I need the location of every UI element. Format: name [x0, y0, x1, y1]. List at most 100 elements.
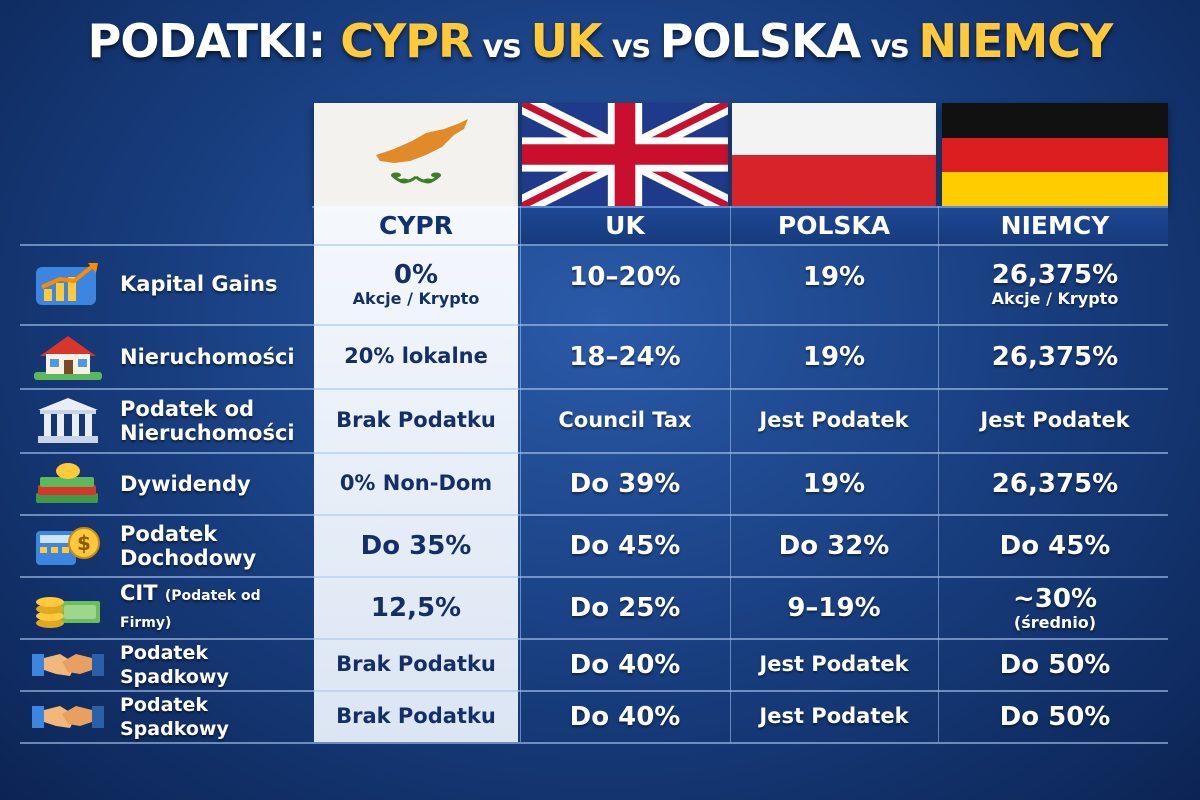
- cell-value: Do 32%: [778, 530, 890, 561]
- row-label-text: Podatek od Nieruchomości: [120, 397, 295, 445]
- cell-cypr-property-tax: Brak Podatku: [314, 390, 518, 452]
- row-divider: [20, 514, 1168, 516]
- cell-niemcy-dividends: 26,375%: [942, 454, 1168, 514]
- cell-value: 26,375%: [991, 259, 1119, 290]
- cyprus-flag-icon: [314, 103, 518, 206]
- cell-value: Jest Podatek: [980, 408, 1130, 433]
- row-label-text: Nieruchomości: [120, 345, 295, 369]
- row-divider: [20, 638, 1168, 640]
- cell-cypr-income-tax: Do 35%: [314, 516, 518, 576]
- row-label-text: Podatek Dochodowy: [120, 522, 257, 570]
- cell-polska-inheritance-tax: Jest Podatek: [732, 692, 936, 742]
- cell-value: 9–19%: [787, 592, 881, 623]
- cell-value: Do 50%: [999, 649, 1111, 680]
- row-divider: [20, 388, 1168, 390]
- cell-niemcy-capital-gains: 26,375% Akcje / Krypto: [942, 246, 1168, 322]
- title-vs: vs: [472, 27, 531, 65]
- cell-value: 19%: [802, 468, 866, 499]
- cell-cypr-dividends: 0% Non-Dom: [314, 454, 518, 514]
- cell-value: 20% lokalne: [344, 344, 488, 369]
- coins-cash-icon: [36, 597, 100, 628]
- cell-value: Do 25%: [569, 592, 681, 623]
- svg-text:$: $: [77, 531, 91, 555]
- cell-niemcy-real-estate: 26,375%: [942, 326, 1168, 388]
- cell-cypr-inheritance-tax: Brak Podatku: [314, 692, 518, 742]
- cell-polska-property-tax: Jest Podatek: [732, 390, 936, 452]
- row-label-inheritance-tax: Podatek Spadkowy: [30, 694, 310, 740]
- column-divider: [520, 206, 521, 742]
- title-part: POLSKA: [659, 14, 862, 68]
- house-icon: [34, 336, 102, 380]
- row-label-text: Dywidendy: [120, 472, 251, 496]
- title-part: UK: [530, 14, 603, 68]
- row-divider: [20, 452, 1168, 454]
- germany-flag-icon: [942, 103, 1168, 206]
- cell-value: 0% Non-Dom: [339, 471, 493, 496]
- cell-value: Brak Podatku: [336, 704, 496, 729]
- cell-polska-dividends: 19%: [732, 454, 936, 514]
- cell-polska-cit: 9–19%: [732, 578, 936, 638]
- cell-niemcy-inheritance-tax: Do 50%: [942, 640, 1168, 690]
- row-label-text: CIT: [120, 581, 158, 605]
- cell-value: Council Tax: [558, 408, 692, 433]
- cell-value: 19%: [802, 341, 866, 372]
- cell-cypr-capital-gains: 0% Akcje / Krypto: [314, 246, 518, 322]
- cell-cypr-real-estate: 20% lokalne: [314, 326, 518, 388]
- poland-flag-icon: [732, 103, 936, 206]
- uk-flag-icon: [522, 103, 728, 206]
- bank-building-icon: [38, 398, 98, 443]
- cell-value: 26,375%: [991, 341, 1119, 372]
- row-label-property-tax: Podatek od Nieruchomości: [30, 392, 310, 450]
- cell-uk-dividends: Do 39%: [522, 454, 728, 514]
- column-header-uk: UK: [605, 211, 645, 240]
- cell-niemcy-cit: ~30% (średnio): [942, 578, 1168, 638]
- cell-subtext: Akcje / Krypto: [991, 288, 1119, 308]
- column-divider: [730, 206, 731, 742]
- title-part: PODATKI:: [87, 14, 341, 68]
- row-label-income-tax: $ Podatek Dochodowy: [30, 518, 310, 574]
- row-label-text: Podatek Spadkowy: [120, 642, 229, 688]
- row-divider: [20, 576, 1168, 578]
- cell-value: Brak Podatku: [336, 652, 496, 677]
- cell-value: 10–20%: [569, 261, 681, 292]
- cell-cypr-cit: 12,5%: [314, 578, 518, 638]
- cell-uk-income-tax: Do 45%: [522, 516, 728, 576]
- cell-polska-income-tax: Do 32%: [732, 516, 936, 576]
- cell-value: Do 35%: [360, 530, 472, 561]
- column-header-cypr: CYPR: [378, 211, 454, 240]
- row-label-capital-gains: Kapital Gains: [30, 252, 310, 316]
- row-divider: [20, 324, 1168, 326]
- cell-value: Do 40%: [569, 649, 681, 680]
- row-label-text: Podatek Spadkowy: [120, 694, 229, 740]
- cell-value: Jest Podatek: [759, 408, 909, 433]
- cell-value: Do 45%: [999, 530, 1111, 561]
- row-label-subtext: (Podatek od Firmy): [120, 588, 261, 631]
- row-label-dividends: Dywidendy: [30, 456, 310, 512]
- cell-subtext: Akcje / Krypto: [352, 288, 480, 308]
- cell-value: Jest Podatek: [759, 652, 909, 677]
- money-stack-icon: [36, 463, 98, 503]
- cell-uk-inheritance-tax: Do 40%: [522, 692, 728, 742]
- row-divider: [20, 244, 1168, 246]
- cell-value: Do 39%: [569, 468, 681, 499]
- page-title: PODATKI: CYPR vs UK vs POLSKA vs NIEMCY: [0, 14, 1200, 68]
- cell-uk-property-tax: Council Tax: [522, 390, 728, 452]
- cell-value: 0%: [393, 259, 439, 290]
- row-label-real-estate: Nieruchomości: [30, 328, 310, 386]
- column-header-polska: POLSKA: [777, 211, 891, 240]
- cyprus-column-bg: [314, 206, 518, 742]
- cell-value: 18–24%: [569, 341, 681, 372]
- cell-subtext: (średnio): [1013, 612, 1097, 632]
- handshake-icon: [32, 706, 104, 728]
- cell-uk-real-estate: 18–24%: [522, 326, 728, 388]
- chart-growth-icon: [36, 263, 98, 305]
- cell-value: Brak Podatku: [336, 408, 496, 433]
- cell-polska-inheritance-tax: Jest Podatek: [732, 640, 936, 690]
- title-vs: vs: [860, 27, 919, 65]
- cell-value: Do 45%: [569, 530, 681, 561]
- handshake-icon: [32, 654, 104, 676]
- row-label-cit: CIT (Podatek od Firmy): [30, 580, 310, 636]
- cell-niemcy-income-tax: Do 45%: [942, 516, 1168, 576]
- cell-value: Do 40%: [569, 701, 681, 732]
- cell-value: 26,375%: [991, 468, 1119, 499]
